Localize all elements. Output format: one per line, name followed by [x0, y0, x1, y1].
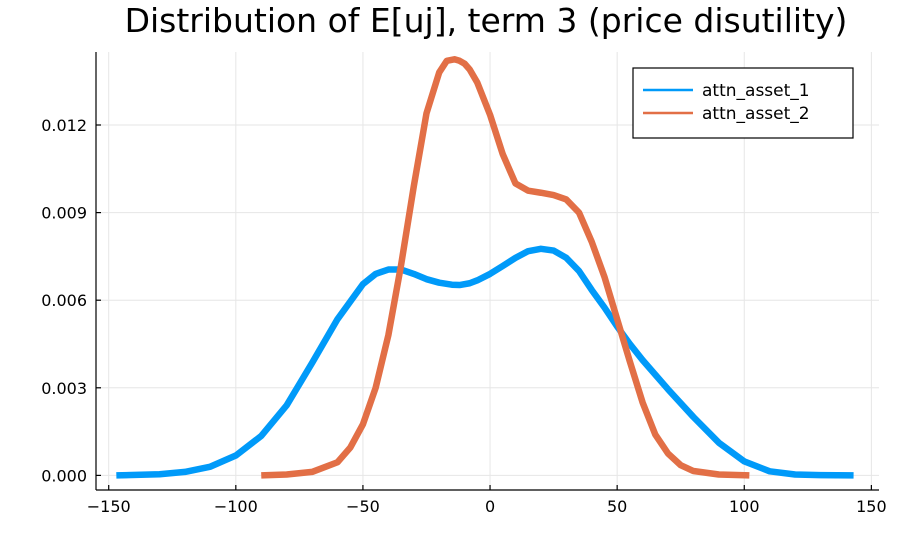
- legend-label: attn_asset_1: [702, 81, 810, 101]
- legend: attn_asset_1 attn_asset_2: [632, 67, 854, 139]
- x-tick-label: −50: [346, 497, 380, 516]
- x-tick-label: 50: [607, 497, 627, 516]
- series-line-attn_asset_2: [261, 56, 750, 479]
- y-tick-label: 0.003: [41, 379, 87, 398]
- x-tick-label: 150: [856, 497, 887, 516]
- chart-title: Distribution of E[uj], term 3 (price dis…: [125, 1, 848, 40]
- series-layer: [116, 56, 854, 479]
- y-tick-label: 0.000: [41, 466, 87, 485]
- x-tick-label: −150: [87, 497, 131, 516]
- legend-label: attn_asset_2: [702, 104, 810, 124]
- y-tick-label: 0.009: [41, 204, 87, 223]
- axis-layer: −150 −100 −50 0 50 100 150 0.000 0.003 0.006 0.009…: [41, 52, 887, 516]
- x-tick-label: 100: [729, 497, 760, 516]
- y-tick-label: 0.012: [41, 116, 87, 135]
- y-tick-label: 0.006: [41, 291, 87, 310]
- legend-box: [632, 67, 854, 139]
- x-tick-label: −100: [214, 497, 258, 516]
- x-tick-label: 0: [485, 497, 495, 516]
- series-line-attn_asset_1: [116, 245, 854, 479]
